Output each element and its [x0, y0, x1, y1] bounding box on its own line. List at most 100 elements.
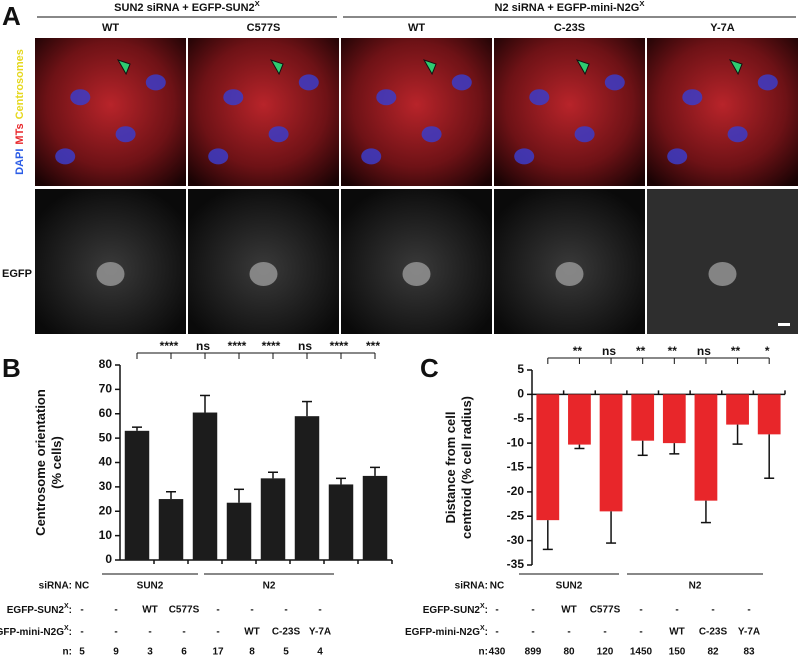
nucleus	[451, 74, 472, 91]
bar	[694, 394, 718, 501]
table-cell: 150	[669, 647, 686, 658]
table-row-label-main: EGFP-mini-N2G	[405, 627, 480, 638]
nucleus	[757, 74, 778, 91]
table-row-label-sup: X	[480, 603, 485, 610]
table-group: SUN2	[137, 581, 164, 592]
group-header-sup: X	[639, 0, 645, 8]
table-row-label: siRNA:	[455, 581, 488, 592]
nucleus	[268, 126, 289, 143]
merge-image	[35, 38, 186, 186]
table-cell: -	[675, 605, 678, 616]
egfp-cell	[708, 262, 737, 286]
nucleus	[604, 74, 625, 91]
table-cell: WT	[561, 605, 577, 616]
row-label-part: DAPI	[14, 149, 26, 175]
table-cell: Y-7A	[738, 627, 760, 638]
egfp-cell	[96, 262, 125, 286]
bar	[226, 502, 252, 560]
egfp-image	[188, 189, 339, 334]
nucleus	[376, 89, 397, 106]
nucleus	[208, 148, 229, 165]
table-cell: 17	[212, 647, 224, 658]
table-cell: -	[148, 627, 151, 638]
y-axis-label-line: (% cells)	[49, 436, 64, 489]
y-tick-label: -10	[507, 435, 525, 449]
bar	[757, 394, 781, 435]
table-cell: 9	[113, 647, 119, 658]
row-label: EGFP	[2, 268, 32, 280]
table-row-label-suffix: :	[485, 627, 488, 638]
y-axis-label-line: Centrosome orientation	[33, 389, 48, 536]
table-cell: -	[747, 605, 750, 616]
bar	[568, 394, 591, 445]
significance: ****	[330, 339, 349, 353]
table-row-label-sup: X	[64, 625, 69, 632]
y-axis-label-line: centroid (% cell radius)	[459, 396, 474, 539]
table-row-label: n:	[63, 647, 72, 658]
table-row-label: siRNA:	[39, 581, 72, 592]
egfp-image	[494, 189, 645, 334]
table-row-label: n:	[479, 647, 488, 658]
y-tick-label: 0	[517, 387, 524, 401]
table-cell: 83	[743, 647, 755, 658]
row-label-part: MTs	[14, 123, 26, 144]
table-cell: 5	[79, 647, 85, 658]
table-cell: C-23S	[272, 627, 301, 638]
table-cell: -	[284, 605, 287, 616]
nucleus	[667, 148, 688, 165]
column-label: WT	[408, 22, 425, 34]
table-cell: NC	[75, 581, 89, 592]
significance: ****	[262, 339, 281, 353]
table-row-label-sup: X	[480, 625, 485, 632]
table-cell: Y-7A	[309, 627, 331, 638]
table-row-label: EGFP-SUN2X:	[7, 603, 72, 616]
table-cell: -	[80, 627, 83, 638]
table-cell: -	[603, 627, 606, 638]
nucleus	[514, 148, 535, 165]
y-tick-label: -5	[513, 411, 524, 425]
y-axis-label-line: Distance from cell	[443, 412, 458, 524]
table-cell: 899	[525, 647, 542, 658]
table-cell: WT	[142, 605, 158, 616]
group-header: SUN2 siRNA + EGFP-SUN2X	[114, 0, 261, 14]
arrowhead	[728, 59, 743, 76]
merge-image	[188, 38, 339, 186]
table-cell: 80	[563, 647, 575, 658]
y-tick-label: 30	[99, 479, 113, 493]
y-tick-label: 60	[99, 406, 113, 420]
table-cell: -	[182, 627, 185, 638]
table-row-label-suffix: :	[69, 605, 72, 616]
y-tick-label: 20	[99, 503, 113, 517]
y-tick-label: 80	[99, 357, 113, 371]
significance: ns	[298, 339, 312, 353]
nucleus	[223, 89, 244, 106]
bar	[662, 394, 686, 444]
y-tick-label: 40	[99, 455, 113, 469]
group-header-main: SUN2 siRNA + EGFP-SUN2	[114, 2, 255, 14]
table-cell: -	[114, 605, 117, 616]
table-cell: C-23S	[699, 627, 728, 638]
table-cell: -	[639, 627, 642, 638]
panel-label: A	[2, 1, 21, 31]
significance: ns	[697, 344, 711, 358]
row-label-part: Centrosomes	[14, 49, 26, 119]
y-tick-label: -30	[507, 533, 525, 547]
egfp-image	[341, 189, 492, 334]
significance: **	[731, 344, 741, 358]
table-row-label-suffix: :	[69, 627, 72, 638]
y-tick-label: -35	[507, 557, 525, 571]
table-row-label-sup: X	[64, 603, 69, 610]
y-tick-label: 50	[99, 430, 113, 444]
significance: **	[573, 344, 583, 358]
significance: ns	[602, 344, 616, 358]
egfp-cell	[402, 262, 431, 286]
significance: ***	[366, 339, 380, 353]
table-row-label-main: EGFP-mini-N2G	[0, 627, 64, 638]
column-label: Y-7A	[710, 22, 735, 34]
nucleus	[70, 89, 91, 106]
egfp-cell	[249, 262, 278, 286]
nucleus	[529, 89, 550, 106]
bar	[536, 394, 560, 521]
arrowhead	[269, 59, 284, 76]
significance: **	[636, 344, 646, 358]
